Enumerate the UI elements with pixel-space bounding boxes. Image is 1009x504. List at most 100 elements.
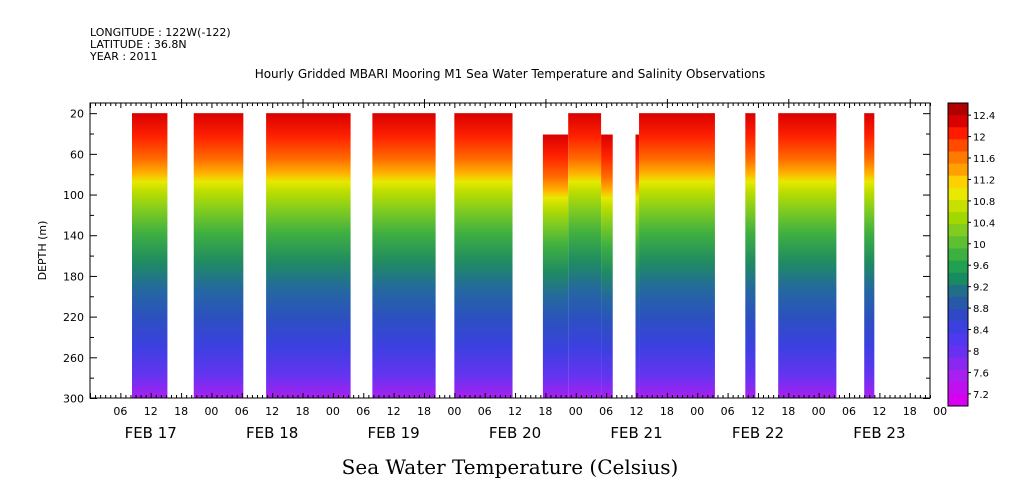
x-tick-label: 12: [751, 405, 765, 418]
x-tick-label: 06: [356, 405, 370, 418]
data-segment: [639, 113, 715, 398]
longitude-label: LONGITUDE : 122W(-122): [90, 26, 231, 39]
x-tick-label: 06: [842, 405, 856, 418]
data-segment: [635, 134, 640, 398]
data-segment: [745, 113, 756, 398]
day-label: FEB 18: [246, 424, 298, 442]
colorbar-label: 10: [973, 240, 986, 251]
colorbar-swatch: [948, 151, 968, 165]
day-label: FEB 23: [853, 424, 905, 442]
x-tick-label: 06: [235, 405, 249, 418]
year-label: YEAR : 2011: [90, 50, 158, 63]
colorbar-label: 10.8: [973, 197, 995, 208]
y-tick-label: 300: [63, 393, 84, 406]
x-tick-label: 12: [630, 405, 644, 418]
day-label: FEB 19: [367, 424, 419, 442]
colorbar-swatch: [948, 381, 968, 395]
colorbar-swatch: [948, 333, 968, 346]
colorbar-swatch: [948, 309, 968, 322]
day-label: FEB 21: [610, 424, 662, 442]
x-tick-label: 12: [872, 405, 886, 418]
x-tick-label: 06: [599, 405, 613, 418]
y-tick-label: 20: [70, 108, 84, 121]
x-tick-label: 18: [660, 405, 674, 418]
data-segment: [132, 113, 168, 398]
x-tick-label: 18: [781, 405, 795, 418]
colorbar-swatch: [948, 212, 968, 225]
colorbar-swatch: [948, 357, 968, 371]
x-tick-label: 12: [508, 405, 522, 418]
colorbar-label: 9.6: [973, 261, 989, 272]
data-segment: [601, 134, 613, 398]
y-tick-label: 140: [63, 230, 84, 243]
colorbar-swatch: [948, 248, 968, 262]
x-tick-label: 12: [387, 405, 401, 418]
colorbar-caption: Sea Water Temperature (Celsius): [341, 455, 679, 479]
colorbar-frame: [947, 102, 969, 407]
colorbar-swatch: [948, 199, 968, 213]
colorbar-swatch: [948, 224, 968, 237]
colorbar-label: 8.8: [973, 304, 989, 315]
x-tick-label: 18: [296, 405, 310, 418]
colorbar-swatch: [948, 260, 968, 274]
y-tick-label: 260: [63, 352, 84, 365]
x-tick-label: 06: [113, 405, 127, 418]
data-segment: [864, 113, 875, 398]
x-tick-label: 18: [538, 405, 552, 418]
colorbar-swatch: [948, 236, 968, 249]
colorbar-label: 7.2: [973, 390, 989, 401]
x-tick-label: 18: [903, 405, 917, 418]
x-tick-label: 00: [690, 405, 704, 418]
day-label: FEB 17: [125, 424, 177, 442]
x-tick-label: 00: [569, 405, 583, 418]
x-tick-label: 12: [144, 405, 158, 418]
colorbar-label: 8: [973, 347, 979, 358]
colorbar-swatch: [948, 139, 968, 152]
data-segment: [778, 113, 837, 398]
x-tick-label: 00: [812, 405, 826, 418]
colorbar-swatch: [948, 369, 968, 383]
colorbar-label: 10.4: [973, 218, 995, 229]
colorbar: 12.4 12 11.6 11.2 10.8 10.4 10 9.6 9.2 8.8 8.4 8 7.6…: [947, 102, 995, 407]
data-segment: [193, 113, 244, 398]
plot-area: [132, 113, 875, 398]
colorbar-swatch: [948, 272, 968, 286]
day-label: FEB 20: [489, 424, 541, 442]
colorbar-label: 12.4: [973, 111, 995, 122]
data-segment: [266, 113, 351, 398]
x-tick-label: 06: [478, 405, 492, 418]
x-tick-label: 18: [174, 405, 188, 418]
colorbar-swatch: [948, 127, 968, 140]
colorbar-swatch: [948, 115, 968, 128]
data-segment: [542, 134, 569, 398]
colorbar-swatch: [948, 284, 968, 298]
x-tick-label: 00: [933, 405, 947, 418]
y-tick-label: 220: [63, 311, 84, 324]
colorbar-swatch: [948, 393, 968, 407]
colorbar-swatch: [948, 296, 968, 310]
axes: 06 12 18 00 06 12 18 00 06 12 18 00 06 12 18 00 06 12 18 00…: [36, 99, 947, 442]
x-tick-label: 06: [721, 405, 735, 418]
colorbar-label: 7.6: [973, 368, 989, 379]
data-segment: [568, 113, 602, 398]
y-tick-label: 60: [70, 148, 84, 161]
colorbar-label: 9.2: [973, 283, 989, 294]
y-tick-label: 100: [63, 189, 84, 202]
colorbar-label: 8.4: [973, 326, 989, 337]
colorbar-label: 12: [973, 133, 986, 144]
x-tick-label: 00: [204, 405, 218, 418]
colorbar-swatch: [948, 187, 968, 201]
colorbar-swatch: [948, 175, 968, 189]
colorbar-swatch: [948, 345, 968, 359]
x-tick-label: 18: [417, 405, 431, 418]
data-segment: [454, 113, 513, 398]
day-label: FEB 22: [732, 424, 784, 442]
latitude-label: LATITUDE : 36.8N: [90, 38, 187, 51]
x-tick-label: 00: [447, 405, 461, 418]
colorbar-swatch: [948, 103, 968, 116]
colorbar-swatch: [948, 163, 968, 177]
chart-title: Hourly Gridded MBARI Mooring M1 Sea Wate…: [254, 67, 766, 81]
colorbar-label: 11.6: [973, 154, 995, 165]
y-axis-label: DEPTH (m): [36, 221, 49, 281]
